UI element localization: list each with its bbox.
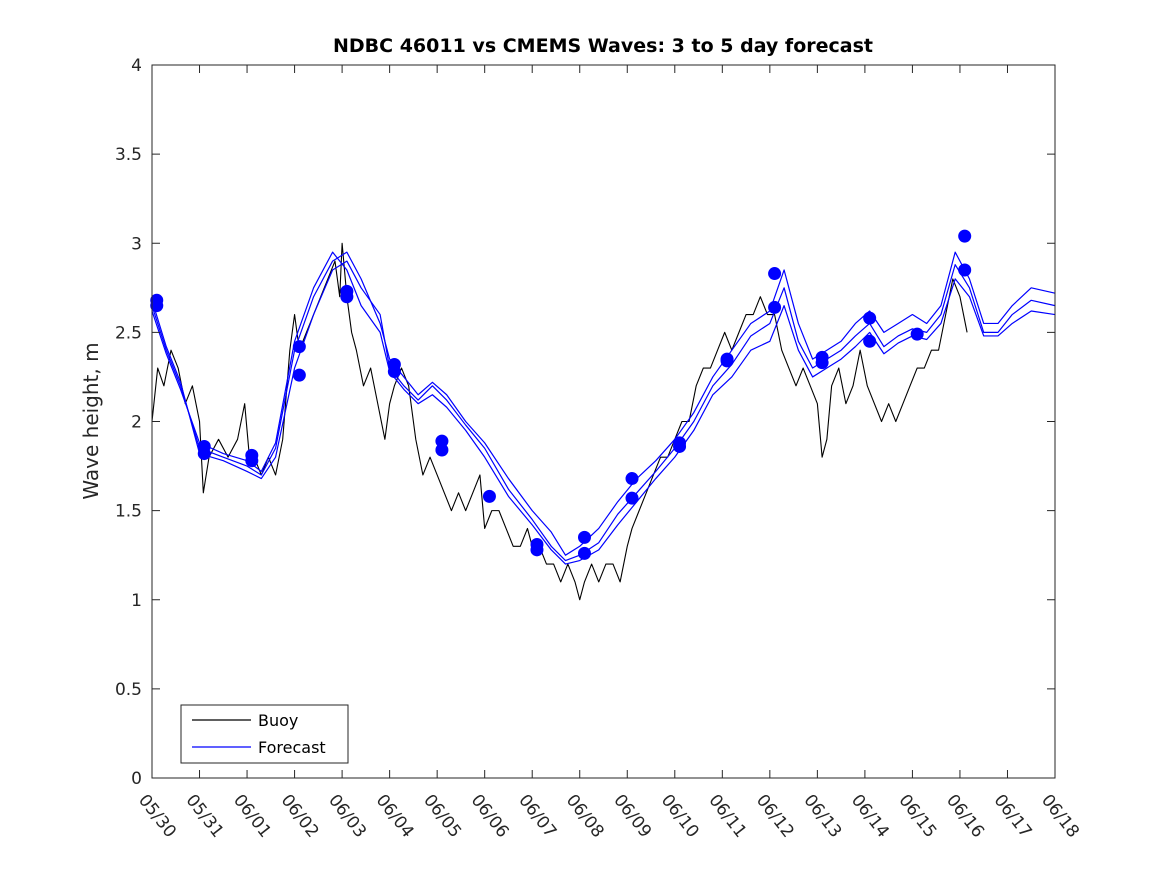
forecast-series-line-2 [151, 260, 1056, 562]
forecast-marker-point [863, 334, 877, 348]
legend-box [180, 704, 349, 764]
forecast-marker-point [815, 356, 829, 370]
y-tick-label: 3.5 [115, 145, 142, 165]
y-axis-ticks: 0 0.5 1 1.5 2 2.5 3 3.5 4 [115, 56, 1055, 789]
forecast-marker-point [435, 434, 449, 448]
forecast-marker-point [245, 454, 259, 468]
forecast-marker-point [292, 340, 306, 354]
forecast-marker-point [340, 290, 354, 304]
plot-content [150, 229, 1056, 601]
forecast-series-line-1 [151, 251, 1056, 556]
y-axis-label: Wave height, m [79, 342, 103, 499]
forecast-marker-point [863, 311, 877, 325]
forecast-marker-point [625, 491, 639, 505]
y-tick-label: 0 [131, 769, 142, 789]
forecast-marker-point [673, 439, 687, 453]
forecast-marker-point [768, 267, 782, 281]
y-tick-label: 0.5 [115, 680, 142, 700]
forecast-marker-point [197, 447, 211, 461]
y-tick-label: 2.5 [115, 323, 142, 343]
y-tick-label: 1 [131, 591, 142, 611]
forecast-marker-point [720, 354, 734, 368]
forecast-marker-point [958, 229, 972, 243]
forecast-marker-point [768, 300, 782, 314]
legend-label-buoy: Buoy [258, 711, 298, 730]
forecast-marker-point [387, 365, 401, 379]
y-tick-label: 1.5 [115, 502, 142, 522]
y-tick-label: 4 [131, 56, 142, 76]
legend: Buoy Forecast [180, 704, 349, 764]
buoy-series-line [151, 242, 968, 601]
forecast-marker-point [292, 368, 306, 382]
chart-title: NDBC 46011 vs CMEMS Waves: 3 to 5 day fo… [333, 35, 873, 57]
legend-label-forecast: Forecast [258, 738, 326, 757]
y-tick-label: 2 [131, 413, 142, 433]
forecast-marker-point [530, 543, 544, 557]
y-tick-label: 3 [131, 234, 142, 254]
forecast-marker-point [435, 443, 449, 457]
forecast-marker-point [150, 299, 164, 313]
forecast-marker-point [482, 489, 496, 503]
forecast-marker-point [577, 530, 591, 544]
forecast-marker-point [577, 546, 591, 560]
forecast-marker-point [910, 327, 924, 341]
forecast-marker-point [958, 263, 972, 277]
forecast-marker-point [625, 472, 639, 486]
